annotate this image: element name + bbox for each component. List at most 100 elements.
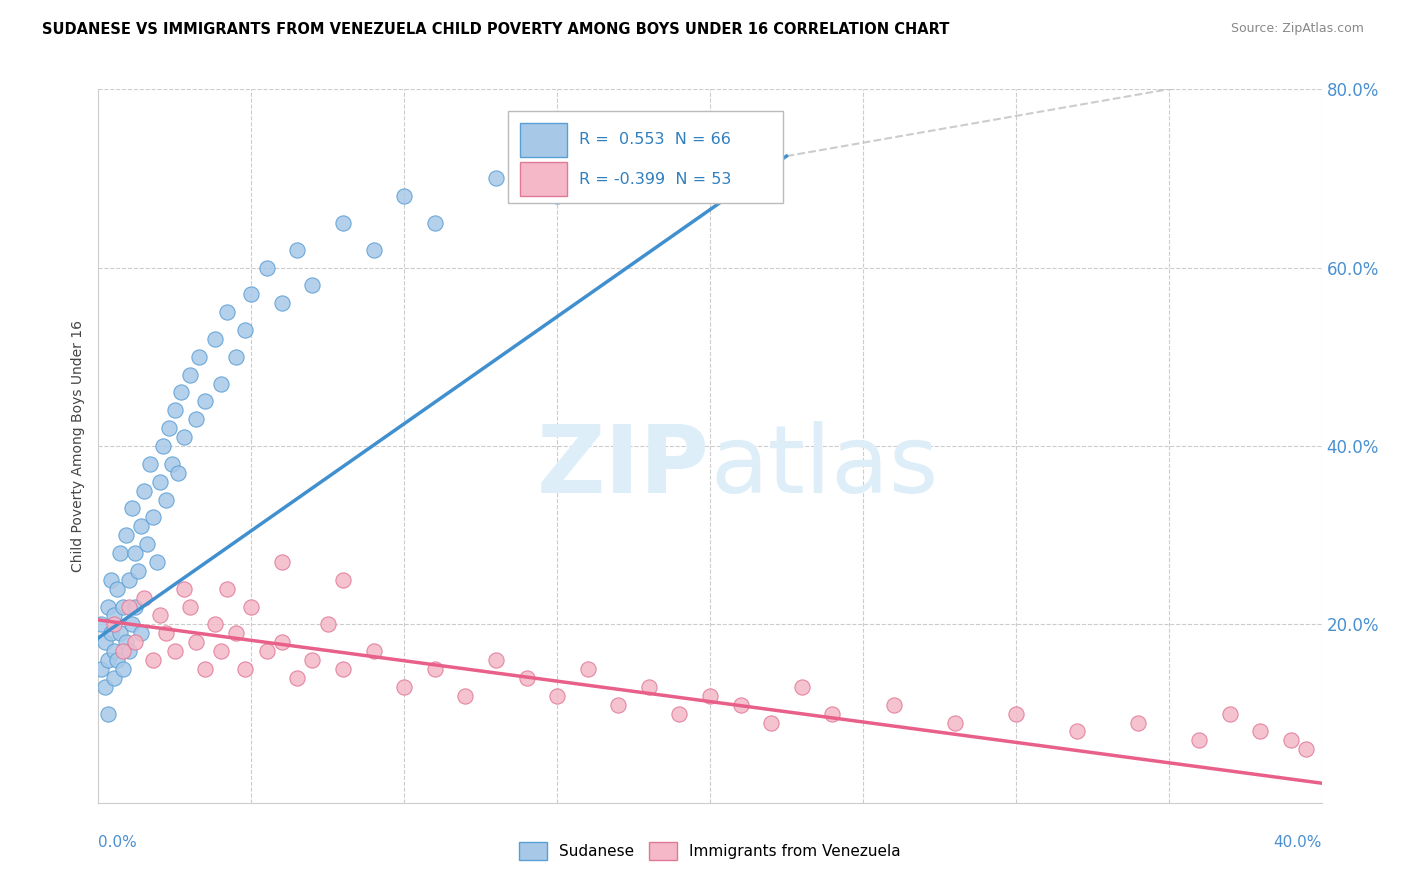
Point (121, 501, 143, 516)
Point (883, 698, 905, 712)
Point (285, 243, 308, 257)
Point (454, 689, 477, 703)
Point (149, 475, 172, 489)
Point (1295, 742, 1317, 756)
Point (285, 671, 308, 685)
Point (118, 644, 141, 658)
Point (127, 564, 149, 578)
Point (142, 510, 165, 524)
Point (160, 457, 183, 471)
Point (332, 573, 354, 587)
Point (546, 689, 568, 703)
Point (163, 403, 186, 417)
Point (149, 608, 172, 623)
Point (118, 573, 141, 587)
Point (142, 653, 165, 667)
Text: ZIP: ZIP (537, 421, 710, 514)
Point (188, 350, 211, 364)
Point (103, 617, 125, 632)
Point (730, 698, 752, 712)
Point (103, 671, 125, 685)
Point (124, 635, 146, 649)
Point (423, 216, 446, 230)
Point (103, 608, 125, 623)
Point (173, 430, 195, 444)
Point (204, 332, 226, 346)
Point (145, 555, 167, 569)
Point (100, 573, 122, 587)
Point (108, 626, 131, 640)
Point (607, 153, 630, 168)
Point (157, 421, 180, 435)
Point (790, 680, 813, 694)
Point (1279, 733, 1302, 747)
Point (194, 662, 217, 676)
Point (115, 528, 138, 542)
Point (105, 582, 128, 596)
Text: Source: ZipAtlas.com: Source: ZipAtlas.com (1230, 22, 1364, 36)
Text: 40.0%: 40.0% (1274, 835, 1322, 850)
Point (103, 644, 125, 658)
Y-axis label: Child Poverty Among Boys Under 16: Child Poverty Among Boys Under 16 (72, 320, 86, 572)
Point (759, 145, 782, 159)
Point (155, 626, 177, 640)
Point (423, 662, 446, 676)
Point (209, 644, 232, 658)
Point (97, 706, 120, 721)
Point (699, 171, 721, 186)
FancyBboxPatch shape (520, 123, 567, 157)
Point (136, 537, 159, 551)
Point (90, 662, 112, 676)
Point (167, 466, 190, 480)
Point (100, 626, 122, 640)
Point (392, 189, 416, 203)
Point (152, 439, 174, 453)
Point (124, 546, 146, 560)
Point (179, 368, 201, 382)
Point (179, 599, 201, 614)
Point (233, 323, 256, 337)
Point (134, 483, 156, 498)
Point (93, 635, 115, 649)
Text: 0.0%: 0.0% (98, 835, 138, 850)
Point (163, 644, 186, 658)
Point (1004, 706, 1026, 721)
FancyBboxPatch shape (508, 111, 783, 203)
Point (699, 689, 721, 703)
Point (943, 715, 966, 730)
Point (115, 635, 138, 649)
Point (1219, 706, 1241, 721)
Point (1188, 733, 1211, 747)
Point (316, 617, 339, 632)
Point (215, 305, 238, 319)
Point (1066, 724, 1088, 739)
Point (111, 599, 134, 614)
Point (485, 171, 508, 186)
Point (301, 653, 323, 667)
Point (111, 662, 134, 676)
Point (576, 662, 599, 676)
Text: atlas: atlas (710, 421, 938, 514)
Point (121, 617, 143, 632)
Point (1128, 715, 1150, 730)
Point (111, 644, 134, 658)
Point (108, 546, 131, 560)
Point (332, 662, 354, 676)
Point (240, 287, 263, 301)
Point (97, 653, 120, 667)
Text: SUDANESE VS IMMIGRANTS FROM VENEZUELA CHILD POVERTY AMONG BOYS UNDER 16 CORRELAT: SUDANESE VS IMMIGRANTS FROM VENEZUELA CH… (42, 22, 949, 37)
Point (363, 243, 385, 257)
Point (186, 635, 208, 649)
Text: R =  0.553  N = 66: R = 0.553 N = 66 (579, 132, 731, 147)
Point (186, 412, 208, 426)
Point (668, 706, 690, 721)
Point (607, 698, 630, 712)
Point (194, 394, 217, 409)
Point (134, 591, 156, 605)
Point (256, 260, 278, 275)
Point (225, 626, 247, 640)
Point (240, 599, 263, 614)
Point (124, 599, 146, 614)
Point (233, 662, 256, 676)
Text: R = -0.399  N = 53: R = -0.399 N = 53 (579, 171, 731, 186)
